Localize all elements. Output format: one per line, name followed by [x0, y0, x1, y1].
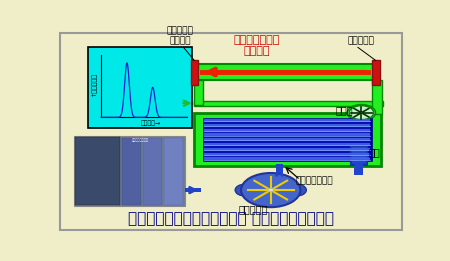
- Bar: [196, 64, 377, 80]
- Bar: [203, 118, 372, 161]
- Text: 測定時間→: 測定時間→: [140, 120, 161, 126]
- Circle shape: [235, 184, 256, 196]
- Bar: [351, 146, 367, 165]
- Bar: [204, 129, 370, 132]
- Text: 中型水質回収大図: 中型水質回収大図: [132, 138, 149, 142]
- Bar: [204, 138, 370, 141]
- Circle shape: [286, 184, 306, 196]
- Text: 集水ポンプ: 集水ポンプ: [238, 204, 268, 214]
- Circle shape: [349, 106, 373, 120]
- Bar: [122, 138, 141, 205]
- Bar: [88, 48, 192, 128]
- Bar: [76, 137, 120, 205]
- Text: 赤外レーザ: 赤外レーザ: [348, 36, 375, 45]
- Bar: [204, 119, 370, 122]
- Bar: [372, 61, 379, 85]
- Bar: [204, 143, 370, 146]
- Bar: [372, 80, 382, 114]
- Text: 集水型モニタリングシステム 測定システム概要図: 集水型モニタリングシステム 測定システム概要図: [128, 211, 333, 226]
- Bar: [194, 80, 203, 105]
- Text: 赤外レーザ
受光素子: 赤外レーザ 受光素子: [166, 27, 194, 45]
- Bar: [354, 165, 364, 175]
- Bar: [143, 138, 162, 205]
- Bar: [74, 136, 185, 206]
- Bar: [204, 133, 370, 137]
- Bar: [164, 138, 183, 205]
- Text: 赤外レーザ吸光
検出セル: 赤外レーザ吸光 検出セル: [234, 35, 280, 56]
- Circle shape: [268, 188, 274, 192]
- Text: ↑メタン濃度: ↑メタン濃度: [91, 72, 97, 96]
- Circle shape: [347, 105, 375, 121]
- Text: 選択透過分離膜: 選択透過分離膜: [295, 176, 333, 186]
- Bar: [204, 157, 370, 161]
- Text: 排水: 排水: [369, 147, 380, 157]
- Bar: [204, 124, 370, 127]
- Bar: [204, 153, 370, 156]
- Circle shape: [360, 112, 363, 114]
- Bar: [276, 164, 283, 173]
- Bar: [194, 113, 381, 166]
- Bar: [185, 188, 201, 192]
- Bar: [194, 101, 382, 106]
- Text: ファン: ファン: [335, 105, 353, 115]
- Bar: [190, 61, 198, 85]
- Bar: [204, 148, 370, 151]
- Circle shape: [241, 173, 301, 207]
